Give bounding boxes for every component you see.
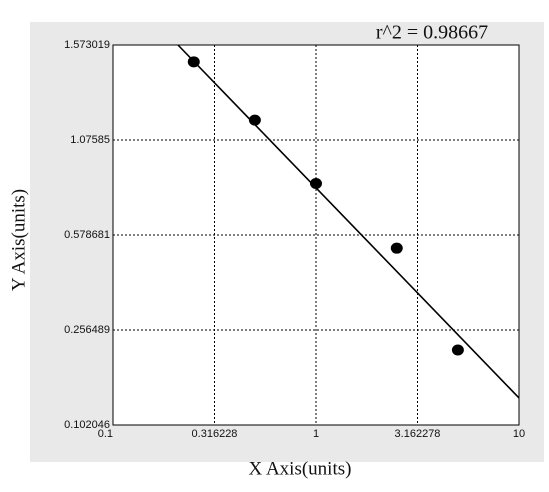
data-point: [390, 242, 403, 254]
x-axis-label: X Axis(units): [249, 458, 352, 479]
x-tick-label: 0.1: [98, 428, 113, 440]
data-point: [187, 56, 200, 68]
data-point: [310, 178, 322, 190]
x-tick-label: 10: [513, 428, 525, 440]
y-tick-label: 1.07585: [70, 134, 110, 146]
data-point: [248, 114, 261, 126]
chart-title: r^2 = 0.98667: [376, 22, 488, 44]
y-tick-label: 1.573019: [64, 39, 110, 51]
x-tick-label: 1: [313, 428, 319, 440]
data-point: [451, 344, 464, 356]
x-tick-label: 0.316228: [192, 428, 238, 440]
x-tick-label: 3.162278: [395, 428, 441, 440]
y-axis-label: Y Axis(units): [8, 189, 29, 291]
y-tick-label: 0.102046: [64, 419, 110, 431]
y-tick-label: 0.256489: [64, 324, 110, 336]
fit-line: [177, 44, 520, 399]
y-tick-label: 0.578681: [64, 229, 110, 241]
